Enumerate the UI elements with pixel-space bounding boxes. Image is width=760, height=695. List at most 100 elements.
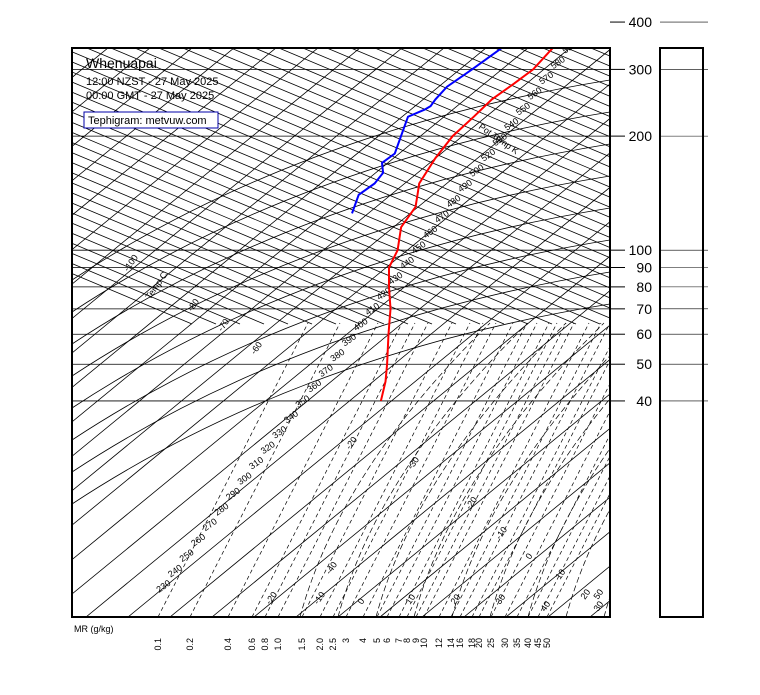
isotherm-line: [72, 48, 277, 216]
dry-adiabat-line: [72, 132, 529, 325]
isentrope-curve: [72, 303, 610, 505]
pressure-label: 80: [636, 279, 652, 295]
isotherm-line: [253, 324, 610, 617]
mr-tick-label: 0.6: [247, 638, 257, 651]
isotherm-line: [72, 48, 109, 78]
isotherm-line: [72, 49, 610, 492]
moist-adiabat-line: [375, 322, 567, 617]
mixing-ratio-line: [527, 455, 610, 617]
mixing-ratio-line: [398, 322, 550, 617]
mixing-ratio-line: [345, 322, 497, 617]
isotherm-line: [211, 290, 610, 617]
moist-adiabat-line: [299, 322, 491, 617]
credit-text: Tephigram: metvuw.com: [88, 115, 207, 127]
isentrope-label: 490: [456, 177, 474, 194]
mixing-ratio-line: [504, 410, 610, 617]
isentrope-label: 360: [305, 378, 323, 395]
isotherm-line: [72, 48, 529, 423]
dry-adiabat-line: [205, 48, 610, 218]
moist-adiabat-line: [603, 595, 610, 617]
pressure-label: 40: [636, 393, 652, 409]
isotherm-line: [85, 186, 610, 617]
isotherm-label: 40: [538, 599, 552, 613]
dry-adiabat-line: [72, 182, 409, 325]
mr-tick-label: 25: [486, 638, 496, 648]
mr-tick-label: 4: [358, 638, 368, 643]
mr-axis-label: MR (g/kg): [74, 624, 114, 634]
isentrope-curve: [72, 143, 610, 345]
mr-tick-label: 12: [434, 638, 444, 648]
mixing-ratio-line: [478, 359, 610, 617]
isotherm-line: [589, 600, 610, 617]
moist-adiabat-label: 10: [553, 567, 567, 581]
isotherm-line: [72, 48, 193, 147]
dry-adiabat-line: [72, 71, 610, 299]
mr-tick-label: 14: [446, 638, 456, 648]
isotherm-line: [72, 48, 235, 182]
credit-box: [83, 111, 219, 129]
mr-tick-label: 2.5: [328, 638, 338, 651]
dry-adiabat-line: [72, 162, 457, 325]
isotherm-line: [421, 462, 610, 617]
isotherm-line: [379, 427, 610, 617]
dry-adiabat-line: [277, 48, 610, 188]
dry-adiabat-line: [349, 48, 610, 158]
dry-adiabat-line: [301, 48, 610, 178]
dry-adiabat-line: [72, 111, 577, 325]
isentrope-label: 350: [294, 393, 312, 410]
isotherm-line: [72, 152, 610, 595]
station-name: Whenuapai: [86, 55, 157, 71]
dry-adiabat-line: [72, 172, 433, 325]
isotherm-line: [72, 117, 610, 561]
isotherm-label: -10: [311, 590, 327, 606]
moist-adiabat-label: -10: [493, 525, 509, 541]
pressure-label: 70: [636, 301, 652, 317]
mr-tick-label: 2.0: [315, 638, 325, 651]
isentrope-curve: [72, 207, 610, 409]
mixing-ratio-line: [438, 322, 590, 617]
isentrope-label: 320: [259, 439, 277, 456]
dry-adiabat-line: [325, 48, 610, 168]
mr-tick-label: 0.4: [223, 638, 233, 651]
moist-adiabat-line: [489, 398, 610, 617]
isotherm-label: -40: [323, 560, 339, 576]
mr-tick-label: 45: [533, 638, 543, 648]
mixing-ratio-line: [546, 492, 610, 617]
isentrope-label: 330: [270, 424, 288, 441]
isotherm-line: [0, 43, 72, 617]
isotherm-line: [337, 393, 610, 617]
isentrope-label: 260: [189, 532, 207, 549]
pressure-label: 50: [636, 356, 652, 372]
isentrope-label: 300: [236, 470, 254, 487]
isotherm-label: -100: [121, 253, 140, 273]
dry-adiabat-line: [72, 242, 265, 325]
mixing-ratio-line: [157, 322, 309, 617]
isotherm-label: 30: [493, 592, 507, 606]
isentrope-curve: [72, 175, 610, 377]
dry-adiabat-line: [85, 48, 610, 269]
dry-adiabat-line: [72, 192, 385, 325]
pressure-label: 300: [629, 61, 653, 77]
isentrope-label: 290: [224, 485, 242, 502]
isentrope-curve: [72, 111, 610, 313]
moist-adiabat-label: 30: [591, 599, 605, 613]
plot-frame: [71, 47, 611, 618]
mr-tick-label: 20: [474, 638, 484, 648]
mr-tick-label: 0.2: [185, 638, 195, 651]
mr-tick-label: 1.0: [273, 638, 283, 651]
isentrope-label: 520: [479, 147, 497, 164]
mr-tick-label: 1.5: [297, 638, 307, 651]
dry-adiabat-line: [72, 142, 505, 325]
isentrope-label: 310: [247, 455, 265, 472]
tephigram-grid: [0, 43, 610, 617]
mixing-ratio-line: [406, 322, 558, 617]
dry-adiabat-line: [72, 91, 610, 319]
mixing-ratio-line: [319, 322, 471, 617]
mixing-ratio-line: [471, 345, 610, 617]
mr-tick-label: 50: [542, 638, 552, 648]
mr-tick-label: 0.1: [153, 638, 163, 651]
pressure-label: 100: [629, 242, 653, 258]
dry-adiabat-line: [72, 232, 289, 325]
